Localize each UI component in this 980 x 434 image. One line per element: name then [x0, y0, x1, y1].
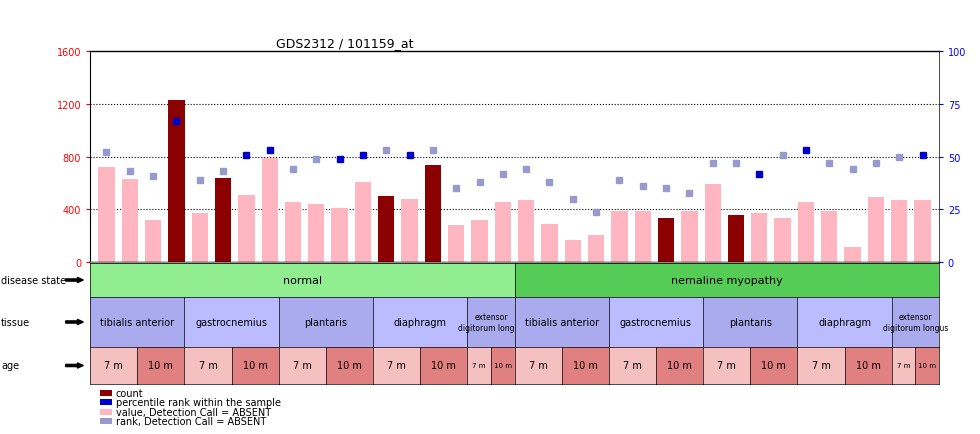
Bar: [191, 214, 208, 263]
Text: tibialis anterior: tibialis anterior: [100, 317, 174, 327]
Text: plantaris: plantaris: [729, 317, 771, 327]
Text: GDS2312 / 101159_at: GDS2312 / 101159_at: [276, 37, 414, 50]
Bar: [448, 226, 465, 263]
Text: normal: normal: [283, 276, 321, 285]
Bar: [751, 213, 767, 263]
Text: 7 m: 7 m: [199, 361, 218, 371]
Bar: [145, 220, 162, 263]
Text: 7 m: 7 m: [472, 363, 486, 368]
Bar: [798, 203, 814, 263]
Bar: [681, 212, 698, 263]
Text: diaphragm: diaphragm: [394, 317, 447, 327]
Bar: [331, 209, 348, 263]
Text: gastrocnemius: gastrocnemius: [620, 317, 692, 327]
Text: nemaline myopathy: nemaline myopathy: [670, 276, 783, 285]
Text: value, Detection Call = ABSENT: value, Detection Call = ABSENT: [116, 407, 270, 417]
Text: 7 m: 7 m: [104, 361, 123, 371]
Bar: [424, 165, 441, 263]
Bar: [705, 184, 721, 263]
Text: diaphragm: diaphragm: [818, 317, 871, 327]
Text: extensor
digitorum longus: extensor digitorum longus: [459, 312, 523, 332]
Text: 7 m: 7 m: [717, 361, 736, 371]
Text: 10 m: 10 m: [761, 361, 786, 371]
Bar: [215, 178, 231, 263]
Text: 7 m: 7 m: [528, 361, 548, 371]
Text: 7 m: 7 m: [811, 361, 830, 371]
Text: disease state: disease state: [1, 276, 66, 285]
Bar: [821, 212, 838, 263]
Text: 10 m: 10 m: [494, 363, 512, 368]
Text: gastrocnemius: gastrocnemius: [196, 317, 268, 327]
Bar: [355, 182, 371, 263]
Text: 10 m: 10 m: [243, 361, 268, 371]
Bar: [518, 201, 534, 263]
Text: 10 m: 10 m: [667, 361, 692, 371]
Bar: [891, 200, 907, 263]
Text: count: count: [116, 388, 143, 398]
Text: 10 m: 10 m: [856, 361, 881, 371]
Bar: [471, 220, 488, 263]
Text: tibialis anterior: tibialis anterior: [524, 317, 599, 327]
Bar: [845, 247, 860, 263]
Text: 10 m: 10 m: [148, 361, 173, 371]
Bar: [122, 180, 138, 263]
Text: 10 m: 10 m: [572, 361, 598, 371]
Bar: [285, 202, 301, 263]
Text: extensor
digitorum longus: extensor digitorum longus: [883, 312, 948, 332]
Bar: [541, 224, 558, 263]
Text: 10 m: 10 m: [337, 361, 362, 371]
Bar: [308, 205, 324, 263]
Bar: [774, 218, 791, 263]
Text: 7 m: 7 m: [897, 363, 910, 368]
Bar: [914, 200, 931, 263]
Bar: [564, 240, 581, 263]
Bar: [635, 212, 651, 263]
Bar: [867, 197, 884, 263]
Text: age: age: [1, 361, 19, 371]
Text: 7 m: 7 m: [623, 361, 642, 371]
Text: 10 m: 10 m: [431, 361, 457, 371]
Text: tissue: tissue: [1, 317, 30, 327]
Bar: [378, 197, 394, 263]
Text: rank, Detection Call = ABSENT: rank, Detection Call = ABSENT: [116, 417, 266, 426]
Bar: [238, 195, 255, 263]
Bar: [169, 101, 184, 263]
Bar: [495, 202, 511, 263]
Text: 7 m: 7 m: [387, 361, 406, 371]
Bar: [658, 218, 674, 263]
Bar: [728, 216, 744, 263]
Text: 7 m: 7 m: [293, 361, 312, 371]
Bar: [262, 159, 278, 263]
Bar: [588, 236, 605, 263]
Text: 10 m: 10 m: [918, 363, 936, 368]
Text: percentile rank within the sample: percentile rank within the sample: [116, 398, 280, 407]
Text: plantaris: plantaris: [305, 317, 347, 327]
Bar: [612, 211, 627, 263]
Bar: [402, 199, 417, 263]
Bar: [98, 168, 115, 263]
